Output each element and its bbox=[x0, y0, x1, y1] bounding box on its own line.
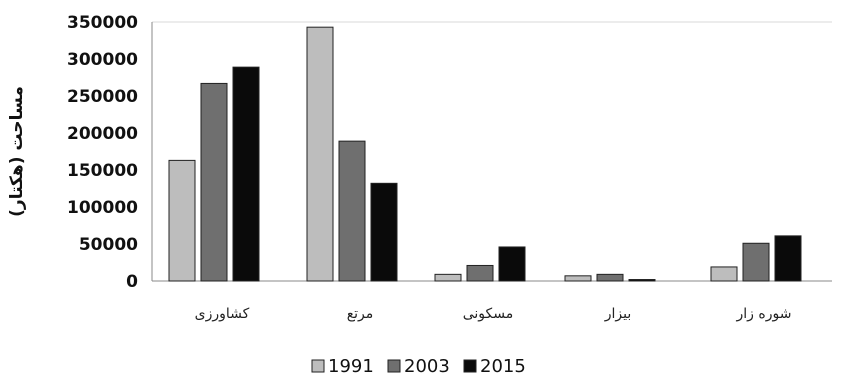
y-tick-label: 200000 bbox=[67, 124, 138, 144]
category-labels: کشاورزی مرتع مسکونی بیزار شوره زار bbox=[195, 306, 792, 322]
legend-label: 2003 bbox=[404, 356, 450, 377]
bar-1991-4 bbox=[564, 275, 592, 282]
bar-2003-5 bbox=[742, 242, 770, 282]
bar-2003-2 bbox=[338, 140, 366, 282]
bar-2015-2 bbox=[370, 182, 398, 282]
y-tick-label: 350000 bbox=[67, 13, 138, 33]
x-category-label: مسکونی bbox=[463, 306, 514, 322]
bar-2015-5 bbox=[774, 235, 802, 282]
bar-2015-4 bbox=[628, 279, 656, 282]
x-category-label: مرتع bbox=[347, 306, 374, 322]
x-category-label: کشاورزی bbox=[195, 306, 250, 322]
bar-2003-1 bbox=[200, 82, 228, 282]
bar-1991-1 bbox=[168, 159, 196, 282]
bar-1991-5 bbox=[710, 266, 738, 282]
legend: 1991 2003 2015 bbox=[311, 356, 526, 377]
legend-label: 1991 bbox=[328, 356, 374, 377]
x-category-label: شوره زار bbox=[736, 306, 792, 322]
x-category-label: بیزار bbox=[604, 306, 632, 322]
y-tick-label: 150000 bbox=[67, 161, 138, 181]
y-tick-label: 100000 bbox=[67, 198, 138, 218]
y-tick-label: 0 bbox=[126, 272, 138, 292]
y-tick-label: 50000 bbox=[79, 235, 138, 255]
legend-swatch-1991 bbox=[311, 359, 325, 373]
y-tick-label: 300000 bbox=[67, 50, 138, 70]
y-axis-label: مساحت (هکتار) bbox=[7, 86, 27, 217]
bar-2003-4 bbox=[596, 273, 624, 282]
bar-2015-1 bbox=[232, 66, 260, 282]
y-axis-ticks: 0 50000 100000 150000 200000 250000 300000 3500… bbox=[67, 13, 138, 292]
bar-1991-3 bbox=[434, 273, 462, 282]
bar-2003-3 bbox=[466, 264, 494, 282]
bar-2015-3 bbox=[498, 246, 526, 282]
legend-swatch-2015 bbox=[463, 359, 477, 373]
bars bbox=[168, 26, 802, 282]
bar-1991-2 bbox=[306, 26, 334, 282]
legend-label: 2015 bbox=[480, 356, 526, 377]
legend-swatch-2003 bbox=[387, 359, 401, 373]
y-tick-label: 250000 bbox=[67, 87, 138, 107]
